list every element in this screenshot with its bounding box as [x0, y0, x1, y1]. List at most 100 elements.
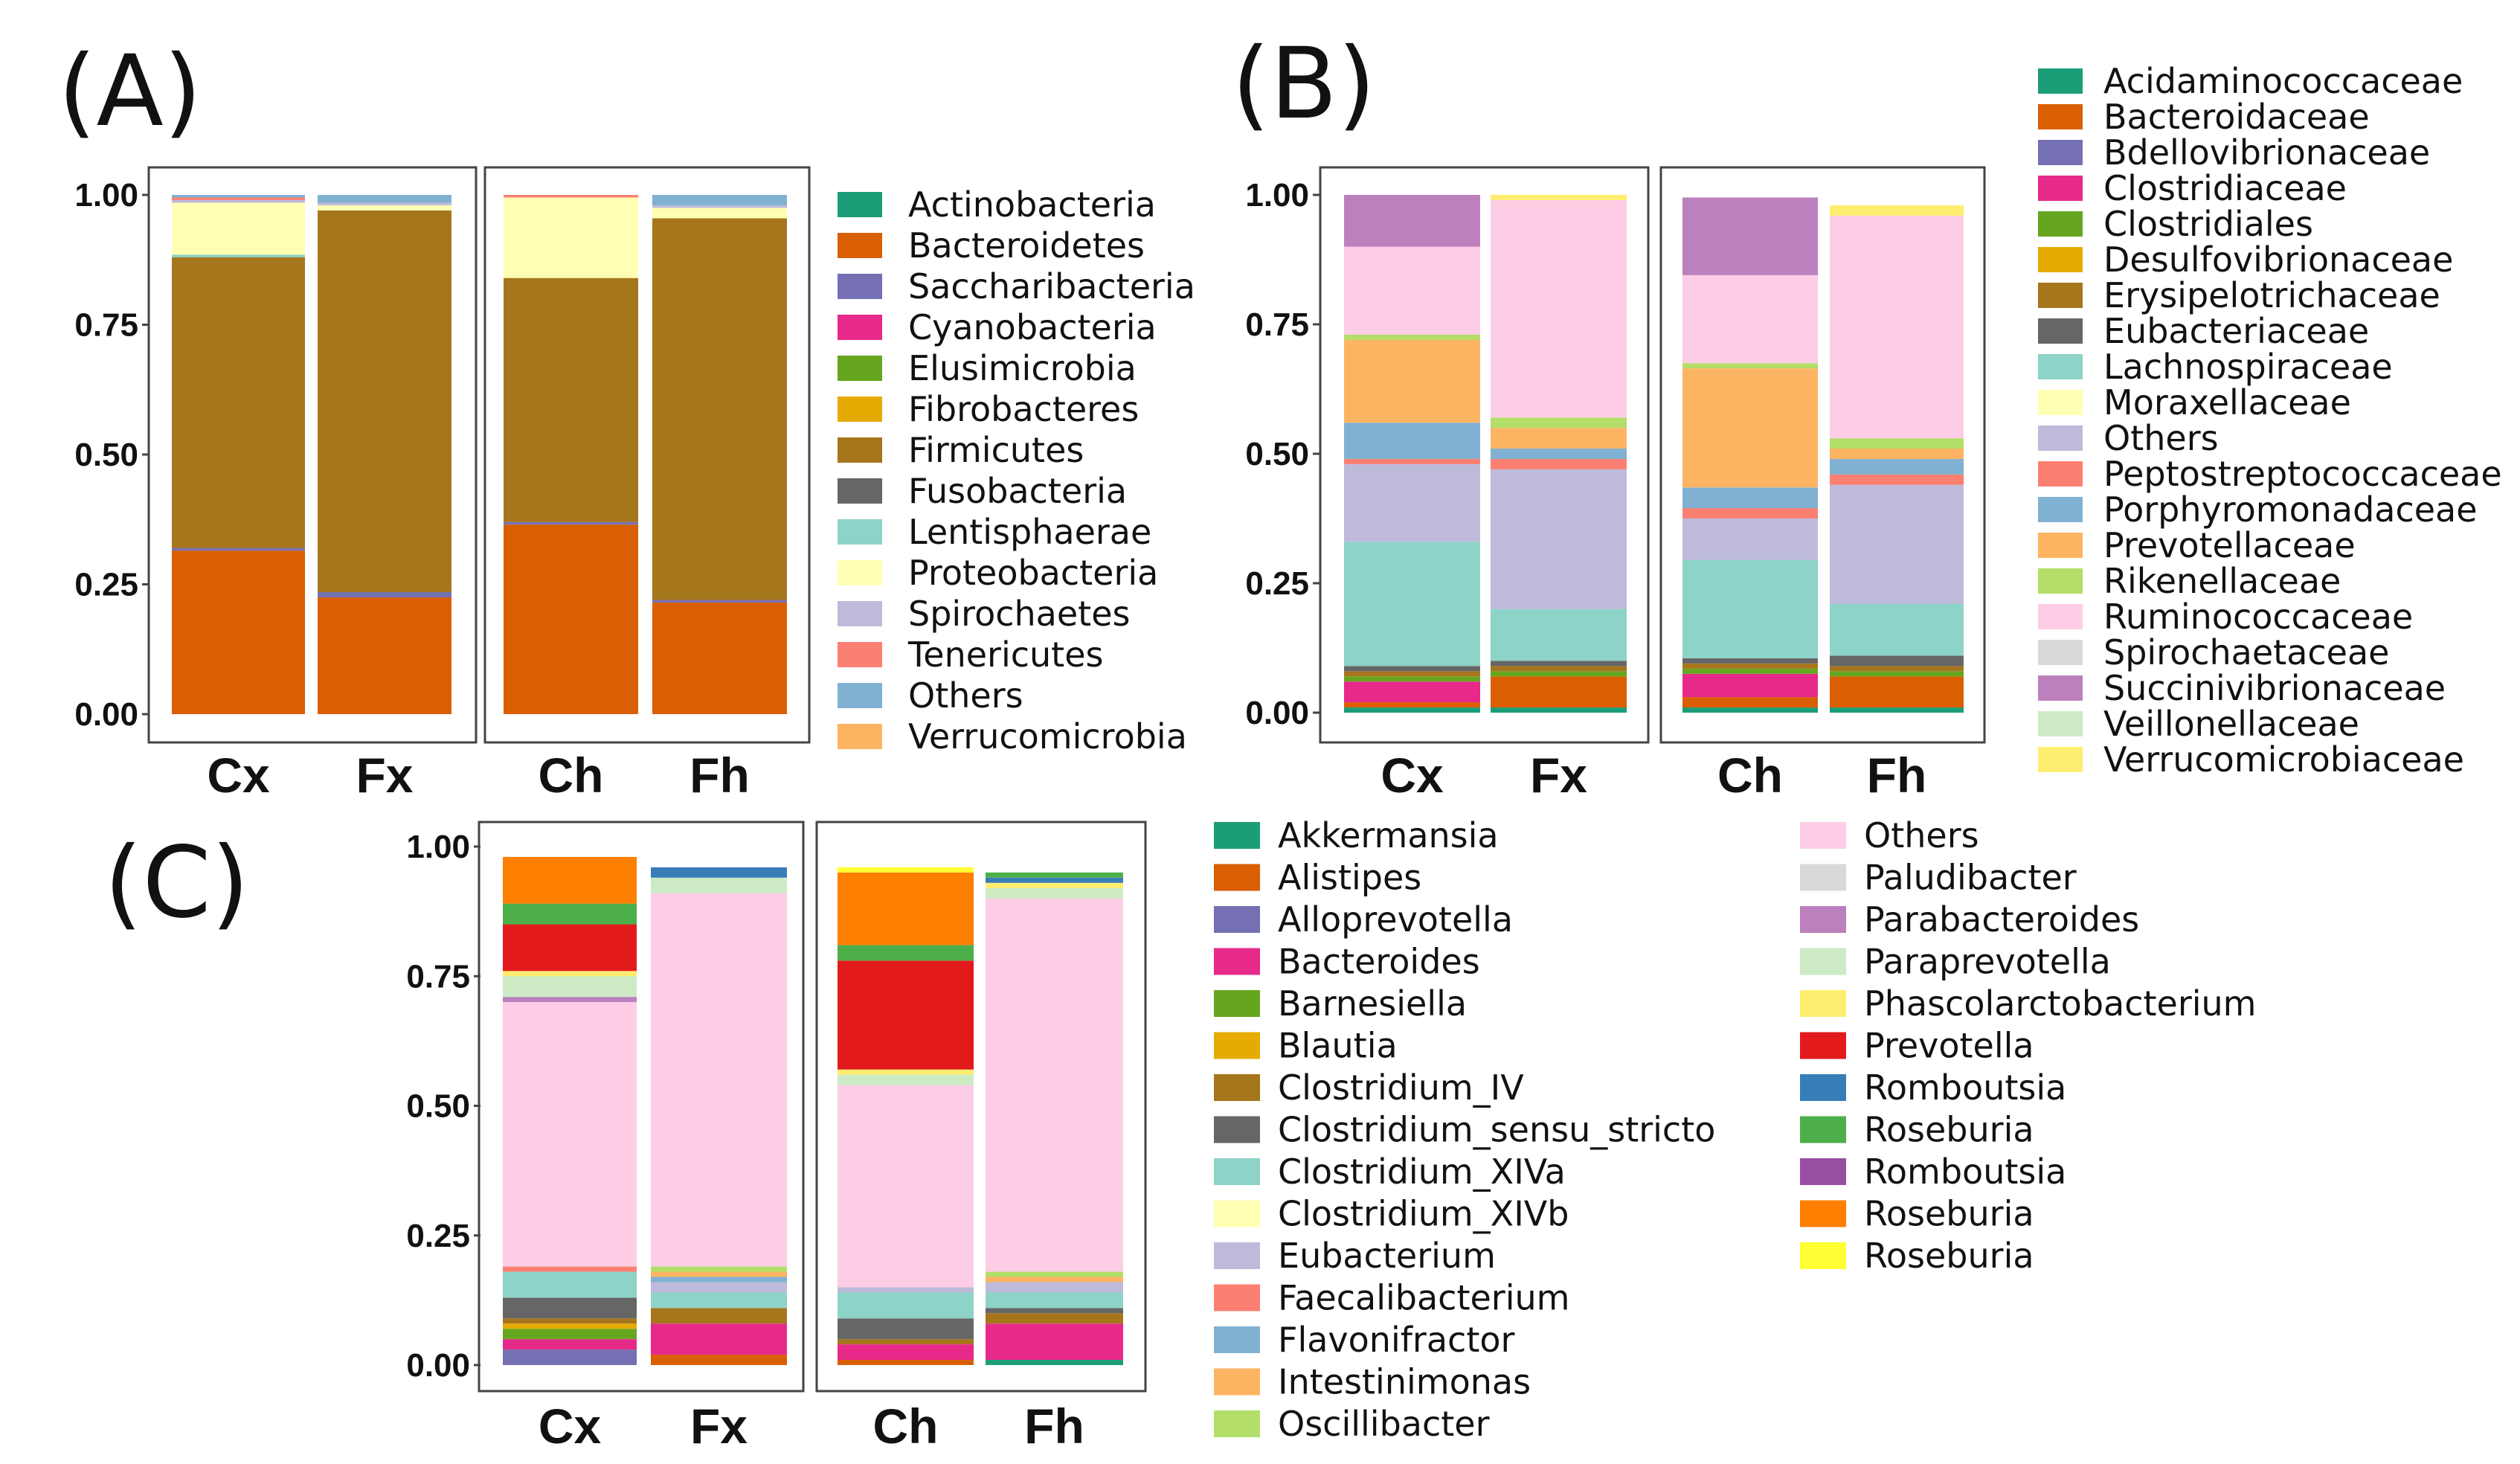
bar-segment: [1344, 671, 1480, 677]
legend-label: Lentisphaerae: [908, 512, 1151, 552]
legend-label: Peptostreptococcaceae: [2103, 454, 2502, 494]
legend-swatch: [1214, 1032, 1260, 1059]
bar-segment: [651, 1266, 787, 1272]
y-tick-label: 0.75: [406, 958, 470, 995]
legend-label: Clostridiales: [2103, 204, 2313, 244]
legend-swatch: [1800, 1032, 1846, 1059]
legend-swatch: [838, 192, 882, 217]
bar-segment: [318, 591, 451, 597]
bar-segment: [1830, 474, 1964, 485]
legend-label: Erysipelotrichaceae: [2103, 275, 2440, 315]
bar-segment: [1491, 458, 1627, 469]
legend-label: Succinivibrionaceae: [2103, 668, 2446, 708]
bar-segment: [1682, 658, 1818, 664]
bar-segment: [1682, 663, 1818, 669]
legend-item: Clostridiaceae: [2038, 168, 2347, 208]
y-tick-label: 0.00: [406, 1347, 470, 1384]
bar-segment: [1830, 484, 1964, 604]
bar-segment: [651, 1308, 787, 1324]
legend-item: Eubacteriaceae: [2038, 311, 2369, 351]
legend-swatch: [2038, 104, 2083, 129]
bar-segment: [1682, 673, 1818, 698]
bar-segment: [838, 1360, 974, 1365]
x-category-label: Ch: [1717, 748, 1783, 803]
legend-item: Clostridium_XIVb: [1214, 1194, 1569, 1234]
legend-label: Blautia: [1278, 1026, 1398, 1066]
legend-label: Parabacteroides: [1864, 899, 2139, 940]
bar-segment: [1830, 458, 1964, 475]
bar-segment: [651, 1323, 787, 1355]
legend-swatch: [2038, 568, 2083, 594]
bar-segment: [504, 195, 638, 198]
legend-item: Romboutsia: [1800, 1068, 2066, 1108]
legend-label: Phascolarctobacterium: [1864, 983, 2257, 1024]
legend-item: Barnesiella: [1214, 983, 1467, 1024]
bar-segment: [172, 199, 305, 203]
legend-label: Eubacterium: [1278, 1236, 1496, 1276]
legend-label: Acidaminococcaceae: [2103, 61, 2463, 101]
y-tick-label: 0.50: [1245, 436, 1309, 472]
bar-segment: [503, 1323, 637, 1329]
legend-item: Bdellovibrionaceae: [2038, 132, 2430, 173]
bar-segment: [838, 1292, 974, 1319]
legend-item: Clostridium_IV: [1214, 1068, 1524, 1108]
legend-swatch: [2038, 711, 2083, 736]
legend-item: Roseburia: [1800, 1194, 2034, 1234]
legend-swatch: [838, 315, 882, 340]
bar-segment: [1491, 449, 1627, 459]
legend-label: Eubacteriaceae: [2103, 311, 2369, 351]
legend-item: Bacteroidetes: [838, 225, 1145, 266]
legend-swatch: [838, 437, 882, 463]
legend-item: Acidaminococcaceae: [2038, 61, 2463, 101]
bar-segment: [651, 1292, 787, 1309]
legend-label: Roseburia: [1864, 1236, 2034, 1276]
bar-segment: [1830, 671, 1964, 677]
legend-label: Faecalibacterium: [1278, 1278, 1569, 1318]
bar-ch: [1682, 197, 1818, 713]
facet-panel-2: [483, 166, 811, 744]
bar-segment: [503, 971, 637, 977]
bar-segment: [838, 1339, 974, 1345]
legend-swatch: [1214, 1074, 1260, 1101]
legend-swatch: [2038, 461, 2083, 487]
legend-item: Phascolarctobacterium: [1800, 983, 2257, 1024]
legend-label: Intestinimonas: [1278, 1362, 1531, 1402]
legend-item: Erysipelotrichaceae: [2038, 275, 2440, 315]
legend-label: Bacteroidaceae: [2103, 97, 2370, 137]
legend-item: Verrucomicrobia: [838, 716, 1187, 757]
legend-label: Verrucomicrobiaceae: [2103, 739, 2464, 780]
legend-label: Moraxellaceae: [2103, 382, 2351, 423]
legend-item: Prevotellaceae: [2038, 525, 2356, 565]
legend-item: Fibrobacteres: [838, 389, 1139, 429]
bar-segment: [318, 597, 451, 714]
bar-segment: [986, 887, 1123, 899]
x-category-label: Fx: [1530, 748, 1587, 803]
bar-segment: [504, 521, 638, 525]
legend-swatch: [1800, 1074, 1846, 1101]
legend-swatch: [2038, 318, 2083, 344]
bar-segment: [1682, 368, 1818, 488]
bar-segment: [652, 600, 787, 603]
legend-label: Alloprevotella: [1278, 899, 1513, 940]
legend-swatch: [2038, 211, 2083, 237]
bar-segment: [503, 1339, 637, 1350]
bar-segment: [1344, 195, 1480, 247]
legend-swatch: [1214, 1326, 1260, 1353]
legend-item: Paraprevotella: [1800, 942, 2111, 982]
legend-swatch: [838, 356, 882, 381]
bar-segment: [1344, 246, 1480, 335]
bar-segment: [1682, 197, 1818, 275]
legend-label: Clostridiaceae: [2103, 168, 2347, 208]
legend-swatch: [1800, 990, 1846, 1017]
legend-item: Others: [838, 675, 1023, 716]
bar-segment: [1491, 469, 1627, 609]
legend-item: Firmicutes: [838, 430, 1084, 470]
legend-item: Spirochaetaceae: [2038, 632, 2389, 672]
legend-item: Romboutsia: [1800, 1152, 2066, 1192]
legend-item: Clostridium_XIVa: [1214, 1152, 1566, 1192]
legend-label: Clostridium_IV: [1278, 1068, 1524, 1108]
legend-label: Firmicutes: [908, 430, 1084, 470]
y-tick-label: 1.00: [1245, 177, 1309, 214]
bar-segment: [838, 1344, 974, 1361]
bar-segment: [652, 195, 787, 205]
